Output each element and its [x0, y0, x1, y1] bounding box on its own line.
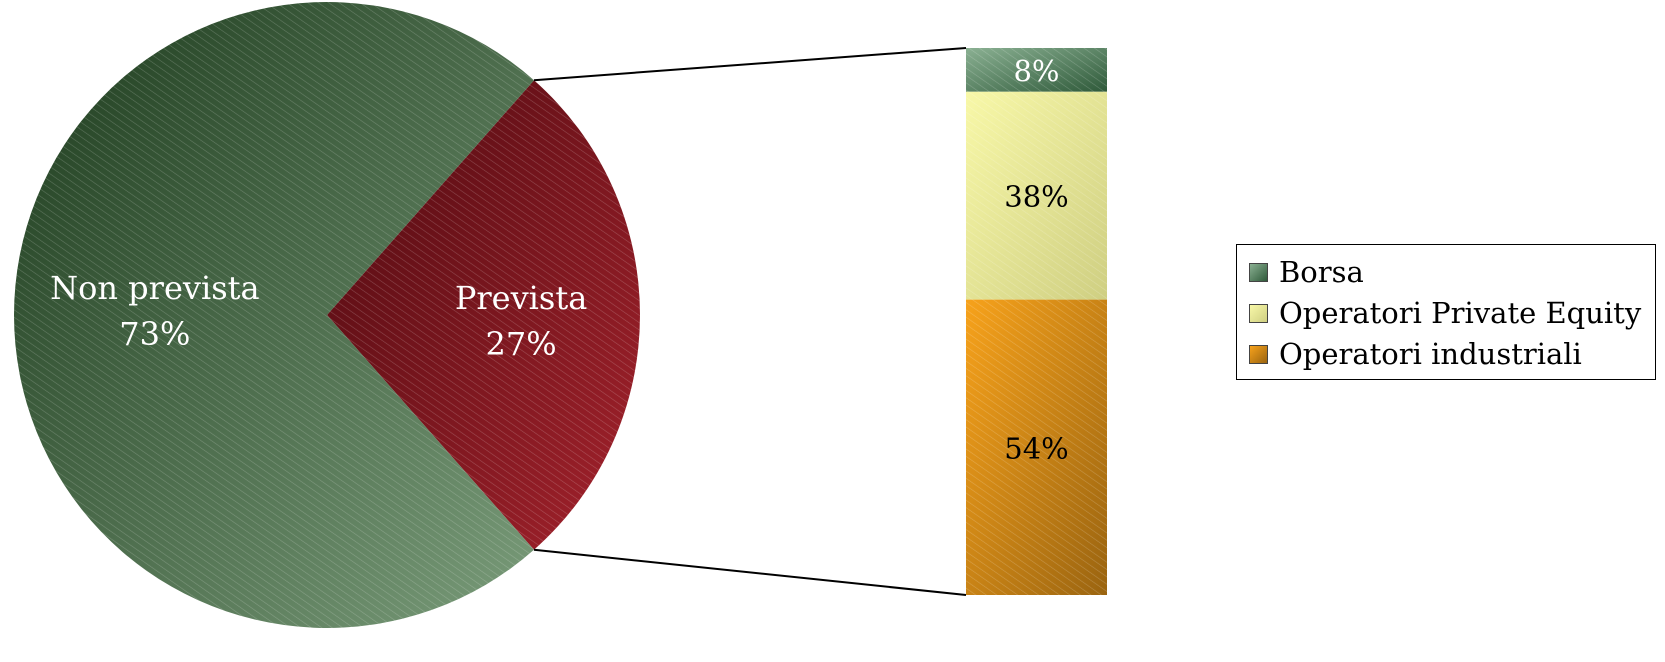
- pie-label-prevista: Prevista: [455, 279, 587, 317]
- connector-lines: [533, 47, 967, 596]
- legend-label-industriali: Operatori industriali: [1279, 337, 1582, 371]
- legend-swatch-borsa: [1249, 262, 1268, 282]
- bar-label-operatori-private-equity: 38%: [1004, 180, 1068, 214]
- legend-swatch-private-equity: [1249, 303, 1268, 323]
- breakdown-bar: 8% 38% 54%: [966, 48, 1107, 595]
- bar-segment-texture-borsa: [966, 48, 1107, 92]
- pie: Prevista 27% Non prevista 73%: [14, 2, 640, 629]
- connector-line-top: [533, 47, 967, 82]
- bar-label-operatori-industriali: 54%: [1004, 431, 1068, 465]
- legend-item-borsa: Borsa: [1249, 252, 1364, 292]
- pie-value-prevista: 27%: [485, 325, 556, 363]
- bar-segment-texture-operatori-industriali: [966, 299, 1107, 595]
- legend-swatch-industriali: [1249, 344, 1268, 364]
- pie-slice-texture-prevista: [327, 80, 640, 550]
- legend-label-private-equity: Operatori Private Equity: [1279, 296, 1642, 330]
- bar-segment-texture-operatori-private-equity: [966, 91, 1107, 300]
- pie-slice-texture-non-prevista: [14, 2, 534, 629]
- legend-item-private-equity: Operatori Private Equity: [1249, 293, 1641, 333]
- legend-item-industriali: Operatori industriali: [1249, 334, 1582, 374]
- bar-label-borsa: 8%: [1013, 54, 1059, 88]
- legend: Borsa Operatori Private Equity Operatori…: [1236, 244, 1656, 380]
- legend-label-borsa: Borsa: [1279, 255, 1364, 289]
- pie-value-non-prevista: 73%: [119, 315, 190, 353]
- connector-line-bottom: [533, 548, 967, 596]
- pie-label-non-prevista: Non prevista: [50, 269, 259, 307]
